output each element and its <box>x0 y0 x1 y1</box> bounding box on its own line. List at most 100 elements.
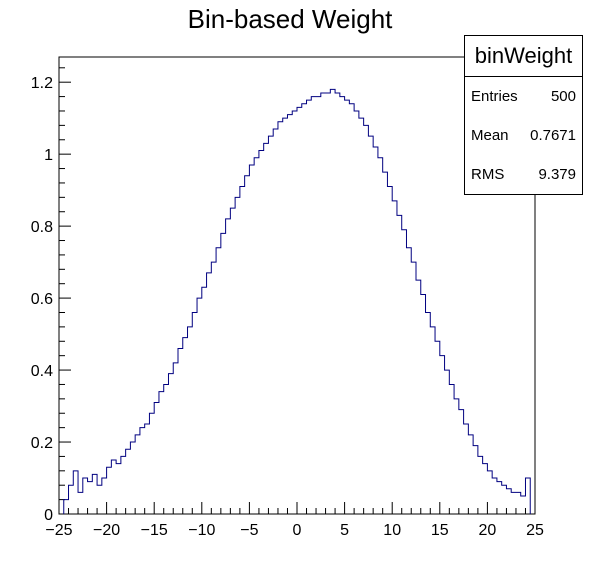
histogram-bin <box>406 248 411 514</box>
x-tick-label: 25 <box>526 522 544 539</box>
stats-row-rms: RMS 9.379 <box>465 155 582 194</box>
histogram-bin <box>116 464 121 514</box>
histogram-bin <box>216 248 221 514</box>
histogram-bin <box>464 424 469 514</box>
histogram-bin <box>435 341 440 514</box>
histogram-bin <box>364 125 369 514</box>
histogram-bin <box>264 143 269 514</box>
y-tick-label: 1 <box>44 147 53 164</box>
x-tick-label: 5 <box>340 522 349 539</box>
histogram-bin <box>111 460 116 514</box>
histogram-bin <box>440 356 445 514</box>
stats-value: 0.7671 <box>530 127 576 144</box>
y-tick-label: 1.2 <box>31 75 53 92</box>
histogram-bin <box>154 402 159 514</box>
chart-title: Bin-based Weight <box>188 4 394 34</box>
y-tick-label: 0 <box>44 507 53 524</box>
histogram-bin <box>178 348 183 514</box>
histogram-bin <box>392 201 397 514</box>
stats-title: binWeight <box>465 36 582 77</box>
histogram-bin <box>430 327 435 514</box>
histogram-bin <box>345 100 350 514</box>
histogram-bin <box>92 474 97 514</box>
histogram-bin <box>359 118 364 514</box>
histogram-bin <box>330 89 335 514</box>
histogram-bin <box>478 456 483 514</box>
histogram-bin <box>273 129 278 514</box>
histogram-bin <box>164 384 169 514</box>
histogram-bin <box>497 482 502 514</box>
histogram-bin <box>445 370 450 514</box>
y-tick-label: 0.4 <box>31 363 53 380</box>
histogram-bin <box>402 230 407 514</box>
histogram-bin <box>97 485 102 514</box>
histogram-bin <box>130 442 135 514</box>
histogram-bin <box>383 172 388 514</box>
histogram-bin <box>492 478 497 514</box>
x-tick-label: −25 <box>45 522 72 539</box>
histogram-bin <box>506 489 511 514</box>
histogram-bin <box>335 93 340 514</box>
y-tick-label: 0.6 <box>31 291 53 308</box>
histogram-bin <box>283 118 288 514</box>
histogram-bin <box>416 280 421 514</box>
histogram-bin <box>226 219 231 514</box>
histogram-bin <box>249 165 254 514</box>
histogram-bin <box>245 176 250 514</box>
histogram-bin <box>397 215 402 514</box>
histogram-bin <box>192 312 197 514</box>
histogram-bin <box>326 93 331 514</box>
histogram-bin <box>297 107 302 514</box>
stats-value: 9.379 <box>538 166 576 183</box>
x-tick-label: 0 <box>293 522 302 539</box>
x-tick-label: −15 <box>141 522 168 539</box>
histogram-bin <box>483 464 488 514</box>
histogram-bin <box>88 482 93 514</box>
stats-row-entries: Entries 500 <box>465 77 582 116</box>
histogram-bin <box>368 136 373 514</box>
histogram-bin <box>240 187 245 514</box>
histogram-bin <box>340 97 345 514</box>
histogram-bin <box>173 363 178 514</box>
stats-value: 500 <box>550 88 576 105</box>
histogram-bin <box>145 424 150 514</box>
stats-label: RMS <box>471 166 505 183</box>
histogram-bin <box>411 262 416 514</box>
histogram-bin <box>525 478 530 514</box>
x-tick-label: 20 <box>479 522 497 539</box>
histogram-bin <box>211 262 216 514</box>
histogram-bin <box>421 294 426 514</box>
x-tick-label: −20 <box>93 522 120 539</box>
histogram-bin <box>426 312 431 514</box>
histogram-bin <box>268 136 273 514</box>
y-tick-label: 0.2 <box>31 435 53 452</box>
histogram-bin <box>140 428 145 514</box>
histogram-bin <box>468 435 473 514</box>
histogram-bin <box>459 410 464 514</box>
stats-box: binWeight Entries 500 Mean 0.7671 RMS 9.… <box>464 35 583 195</box>
histogram-bin <box>387 187 392 514</box>
histogram-bin <box>121 456 126 514</box>
x-tick-label: 15 <box>431 522 449 539</box>
histogram-bin <box>321 93 326 514</box>
x-minor-ticks <box>68 508 526 514</box>
histogram-bin <box>516 492 521 514</box>
histogram-bin <box>135 435 140 514</box>
histogram-bin <box>202 287 207 514</box>
histogram-bin <box>197 298 202 514</box>
histogram-bin <box>454 399 459 514</box>
histogram-bin <box>168 374 173 514</box>
stats-label: Mean <box>471 127 509 144</box>
histogram-bin <box>207 273 212 514</box>
histogram-bin <box>83 478 88 514</box>
histogram-bin <box>188 327 193 514</box>
y-minor-ticks <box>59 67 65 501</box>
histogram-bin <box>78 492 83 514</box>
x-tick-label: −5 <box>240 522 258 539</box>
histogram-bin <box>230 208 235 514</box>
histogram-bin <box>159 392 164 514</box>
histogram-bin <box>107 467 112 514</box>
histogram-bin <box>349 104 354 514</box>
x-tick-label: 10 <box>383 522 401 539</box>
histogram-bin <box>69 485 74 514</box>
